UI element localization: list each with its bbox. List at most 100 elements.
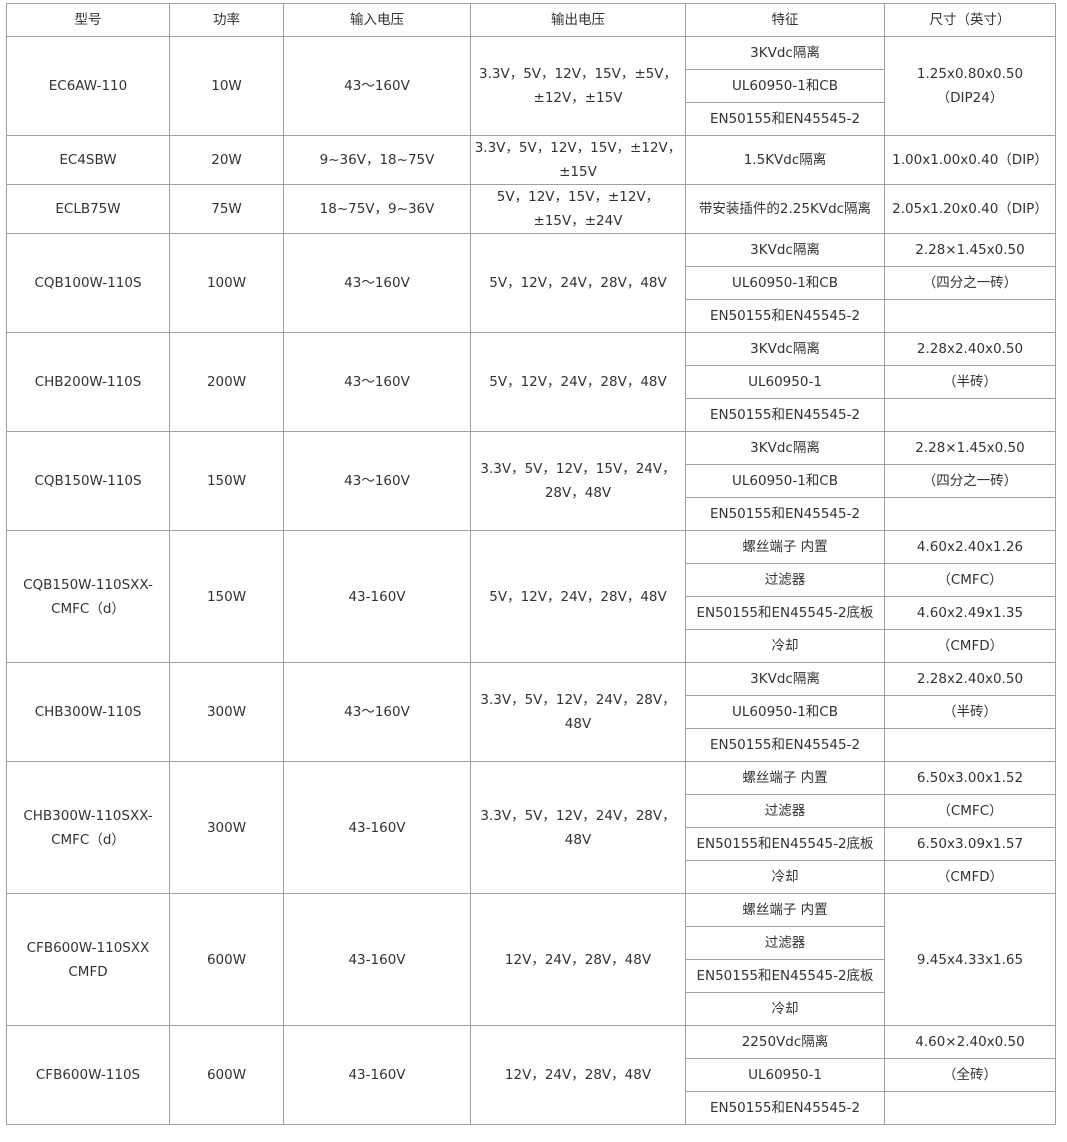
power-cell: 10W	[169, 36, 284, 136]
table-row: 过滤器 （CMFC）	[7, 563, 1056, 597]
feature-cell: EN50155和EN45545-2	[685, 398, 885, 432]
power-cell: 100W	[169, 233, 284, 333]
model-cell: CQB150W-110SXX-CMFC（d）	[6, 530, 170, 663]
feature-cell: 螺丝端子 内置	[685, 893, 885, 927]
feature-cell: 3KVdc隔离	[685, 431, 885, 465]
model-cell: CFB600W-110SXX CMFD	[6, 893, 170, 1026]
input-voltage-cell: 43～160V	[283, 431, 471, 531]
power-cell: 150W	[169, 431, 284, 531]
feature-cell: EN50155和EN45545-2	[685, 299, 885, 333]
output-voltage-cell: 5V，12V，24V，28V，48V	[470, 233, 686, 333]
feature-cell: UL60950-1和CB	[685, 695, 885, 729]
power-cell: 200W	[169, 332, 284, 432]
size-cell: （四分之一砖）	[884, 266, 1056, 300]
table-row: UL60950-1 （半砖）	[7, 365, 1056, 399]
size-cell: 2.28×1.45x0.50	[884, 431, 1056, 465]
feature-cell: 3KVdc隔离	[685, 662, 885, 696]
table-row: 过滤器 （CMFC）	[7, 794, 1056, 828]
power-cell: 75W	[169, 184, 284, 234]
feature-cell: 3KVdc隔离	[685, 233, 885, 267]
size-cell: （半砖）	[884, 365, 1056, 399]
size-cell: 1.25x0.80x0.50（DIP24）	[884, 36, 1056, 136]
size-cell: （CMFC）	[884, 563, 1056, 597]
table-row: 冷却 （CMFD）	[7, 860, 1056, 894]
table-row: CFB600W-110S 600W 43-160V 12V，24V，28V，48V 22…	[6, 1025, 1056, 1125]
size-cell: 2.05x1.20x0.40（DIP）	[884, 184, 1056, 234]
table-row: 冷却 （CMFD）	[7, 629, 1056, 663]
feature-cell: 过滤器	[685, 563, 885, 597]
input-voltage-cell: 43～160V	[283, 36, 471, 136]
table-row: UL60950-1和CB （半砖）	[7, 695, 1056, 729]
model-cell: CHB300W-110S	[6, 662, 170, 762]
size-cell: 1.00x1.00x0.40（DIP）	[884, 135, 1056, 185]
feature-cell: EN50155和EN45545-2	[685, 497, 885, 531]
power-cell: 300W	[169, 761, 284, 894]
size-cell: 4.60×2.40x0.50	[884, 1025, 1056, 1059]
input-voltage-cell: 43-160V	[283, 761, 471, 894]
feature-cell: 带安装插件的2.25KVdc隔离	[685, 184, 885, 234]
header-input-voltage: 输入电压	[283, 3, 471, 37]
size-cell: 2.28x2.40x0.50	[884, 332, 1056, 366]
feature-cell: UL60950-1	[685, 1058, 885, 1092]
table-row: EN50155和EN45545-2	[7, 398, 1056, 432]
size-cell: 6.50x3.00x1.52	[884, 761, 1056, 795]
feature-cell: UL60950-1和CB	[685, 69, 885, 103]
input-voltage-cell: 43-160V	[283, 530, 471, 663]
input-voltage-cell: 43～160V	[283, 662, 471, 762]
output-voltage-cell: 3.3V，5V，12V，15V，24V，28V，48V	[470, 431, 686, 531]
table-row: CHB200W-110S 200W 43～160V 5V，12V，24V，28V，48…	[6, 332, 1056, 432]
size-cell: （CMFD）	[884, 629, 1056, 663]
feature-cell: 螺丝端子 内置	[685, 761, 885, 795]
table-row: UL60950-1 （全砖）	[7, 1058, 1056, 1092]
model-cell: ECLB75W	[6, 184, 170, 234]
table-row: CHB300W-110S 300W 43～160V 3.3V，5V，12V，24V，2…	[6, 662, 1056, 762]
feature-cell: EN50155和EN45545-2	[685, 1091, 885, 1125]
output-voltage-cell: 3.3V，5V，12V，24V，28V，48V	[470, 662, 686, 762]
feature-cell: 冷却	[685, 860, 885, 894]
output-voltage-cell: 12V，24V，28V，48V	[470, 1025, 686, 1125]
feature-cell: UL60950-1和CB	[685, 266, 885, 300]
output-voltage-cell: 3.3V，5V，12V，15V，±12V，±15V	[470, 135, 686, 185]
feature-cell: 3KVdc隔离	[685, 332, 885, 366]
table-row: UL60950-1和CB （四分之一砖）	[7, 464, 1056, 498]
feature-cell: 过滤器	[685, 794, 885, 828]
table-row: CQB150W-110S 150W 43～160V 3.3V，5V，12V，15V，2…	[6, 431, 1056, 531]
size-cell: 6.50x3.09x1.57	[884, 827, 1056, 861]
size-cell: （半砖）	[884, 695, 1056, 729]
input-voltage-cell: 43-160V	[283, 1025, 471, 1125]
header-features: 特征	[685, 3, 885, 37]
model-cell: CHB300W-110SXX-CMFC（d）	[6, 761, 170, 894]
table-row: UL60950-1和CB	[7, 69, 1056, 103]
size-cell	[884, 1091, 1056, 1125]
feature-cell: UL60950-1	[685, 365, 885, 399]
feature-cell: 螺丝端子 内置	[685, 530, 885, 564]
model-cell: CQB100W-110S	[6, 233, 170, 333]
table-row: EN50155和EN45545-2	[7, 299, 1056, 333]
model-cell: EC4SBW	[6, 135, 170, 185]
model-cell: CQB150W-110S	[6, 431, 170, 531]
size-cell	[884, 299, 1056, 333]
feature-cell: EN50155和EN45545-2底板	[685, 827, 885, 861]
feature-cell: EN50155和EN45545-2底板	[685, 959, 885, 993]
size-cell: （CMFD）	[884, 860, 1056, 894]
input-voltage-cell: 9~36V，18~75V	[283, 135, 471, 185]
feature-cell: 冷却	[685, 992, 885, 1026]
table-row: EN50155和EN45545-2	[7, 497, 1056, 531]
size-cell: 2.28x2.40x0.50	[884, 662, 1056, 696]
table-row: UL60950-1和CB （四分之一砖）	[7, 266, 1056, 300]
size-cell	[884, 398, 1056, 432]
table-row: ECLB75W 75W 18~75V，9~36V 5V，12V，15V，±12V，±1…	[6, 184, 1056, 234]
output-voltage-cell: 5V，12V，24V，28V，48V	[470, 332, 686, 432]
table-row: EN50155和EN45545-2	[7, 1091, 1056, 1125]
power-cell: 20W	[169, 135, 284, 185]
size-cell: 9.45x4.33x1.65	[884, 893, 1056, 1026]
output-voltage-cell: 5V，12V，15V，±12V，±15V，±24V	[470, 184, 686, 234]
table-row: CQB150W-110SXX-CMFC（d） 150W 43-160V 5V，12V，…	[6, 530, 1056, 663]
model-cell: EC6AW-110	[6, 36, 170, 136]
size-cell: （四分之一砖）	[884, 464, 1056, 498]
feature-cell: 冷却	[685, 629, 885, 663]
size-cell	[884, 497, 1056, 531]
output-voltage-cell: 3.3V，5V，12V，24V，28V，48V	[470, 761, 686, 894]
power-cell: 600W	[169, 1025, 284, 1125]
feature-cell: 1.5KVdc隔离	[685, 135, 885, 185]
